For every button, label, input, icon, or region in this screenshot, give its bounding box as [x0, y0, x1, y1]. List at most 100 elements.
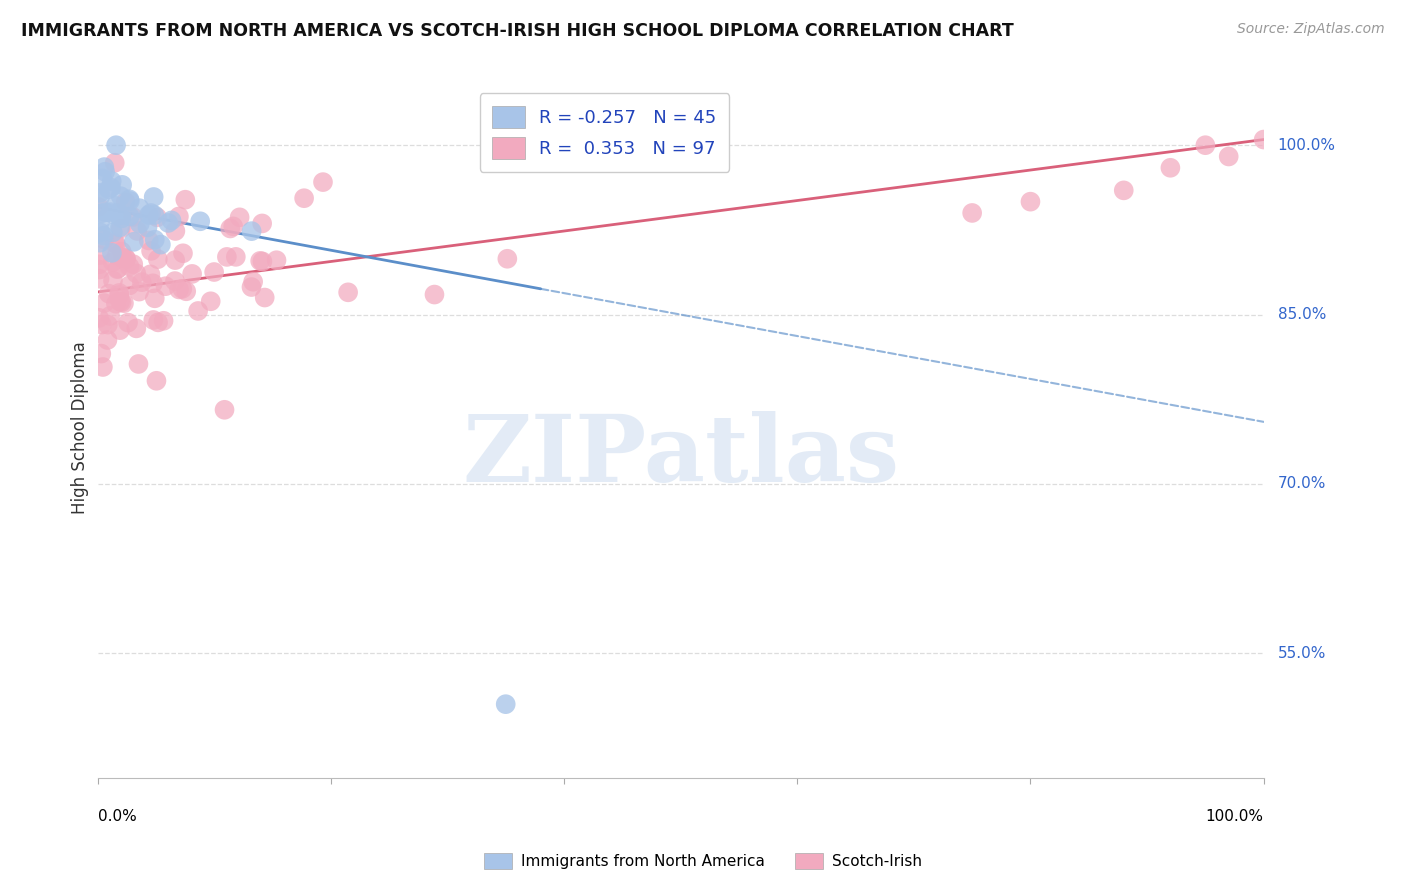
Point: [200, 294, 222, 309]
Point: [118, 260, 141, 274]
Point: [104, 236, 127, 251]
Point: [91, 359, 114, 374]
Point: [108, 323, 131, 337]
Point: [1194, 138, 1216, 153]
Point: [117, 316, 139, 330]
Y-axis label: High School Diploma: High School Diploma: [72, 341, 89, 514]
Point: [242, 275, 264, 289]
Point: [266, 253, 288, 268]
Point: [89, 262, 111, 277]
Point: [110, 295, 132, 310]
Point: [114, 195, 136, 210]
Point: [163, 274, 186, 288]
Point: [423, 287, 446, 301]
Point: [165, 253, 187, 268]
Text: 0.0%: 0.0%: [97, 809, 136, 824]
Text: 55.0%: 55.0%: [1278, 646, 1326, 661]
Point: [157, 216, 180, 230]
Point: [167, 282, 190, 296]
Point: [115, 252, 138, 266]
Point: [110, 221, 132, 235]
Point: [104, 297, 127, 311]
Point: [215, 250, 238, 264]
Point: [87, 200, 110, 214]
Text: ZIPatlas: ZIPatlas: [463, 410, 900, 500]
Point: [96, 333, 118, 347]
Point: [139, 268, 162, 282]
Point: [249, 253, 271, 268]
Point: [93, 160, 115, 174]
Point: [112, 296, 135, 310]
Point: [143, 233, 166, 247]
Point: [495, 697, 517, 711]
Point: [89, 248, 111, 262]
Point: [138, 208, 160, 222]
Point: [136, 220, 159, 235]
Point: [292, 191, 315, 205]
Point: [90, 346, 112, 360]
Point: [225, 250, 247, 264]
Point: [89, 214, 111, 228]
Point: [143, 291, 166, 305]
Point: [105, 248, 128, 262]
Point: [337, 285, 360, 300]
Point: [143, 208, 166, 222]
Point: [97, 286, 120, 301]
Point: [94, 205, 117, 219]
Point: [89, 186, 111, 200]
Point: [105, 138, 128, 153]
Point: [165, 224, 187, 238]
Point: [100, 205, 122, 219]
Point: [252, 254, 274, 268]
Point: [187, 304, 209, 318]
Point: [105, 262, 128, 277]
Point: [128, 217, 150, 231]
Point: [90, 318, 112, 332]
Point: [188, 214, 211, 228]
Point: [142, 313, 165, 327]
Point: [240, 280, 263, 294]
Point: [160, 213, 183, 227]
Point: [101, 274, 124, 288]
Point: [138, 234, 160, 248]
Point: [101, 245, 124, 260]
Point: [103, 235, 125, 250]
Point: [87, 310, 110, 325]
Point: [91, 171, 114, 186]
Point: [240, 224, 263, 238]
Point: [118, 210, 141, 224]
Point: [146, 211, 169, 225]
Point: [1019, 194, 1042, 209]
Point: [155, 279, 177, 293]
Point: [145, 374, 167, 388]
Point: [1112, 183, 1135, 197]
Point: [152, 314, 174, 328]
Point: [131, 275, 153, 289]
Point: [960, 206, 983, 220]
Point: [97, 318, 120, 332]
Point: [181, 267, 204, 281]
Point: [253, 291, 276, 305]
Point: [496, 252, 519, 266]
Point: [128, 201, 150, 215]
Point: [121, 210, 143, 224]
Point: [101, 255, 124, 269]
Point: [228, 211, 250, 225]
Point: [118, 192, 141, 206]
Point: [108, 288, 131, 302]
Point: [149, 237, 172, 252]
Point: [219, 221, 242, 235]
Point: [111, 251, 134, 265]
Point: [142, 190, 165, 204]
Point: [111, 208, 134, 222]
Point: [142, 277, 165, 291]
Point: [111, 178, 134, 192]
Point: [222, 219, 245, 234]
Point: [312, 175, 335, 189]
Point: [174, 193, 197, 207]
Text: 100.0%: 100.0%: [1278, 137, 1336, 153]
Point: [89, 226, 111, 240]
Point: [214, 402, 236, 417]
Point: [93, 296, 115, 310]
Point: [110, 244, 132, 259]
